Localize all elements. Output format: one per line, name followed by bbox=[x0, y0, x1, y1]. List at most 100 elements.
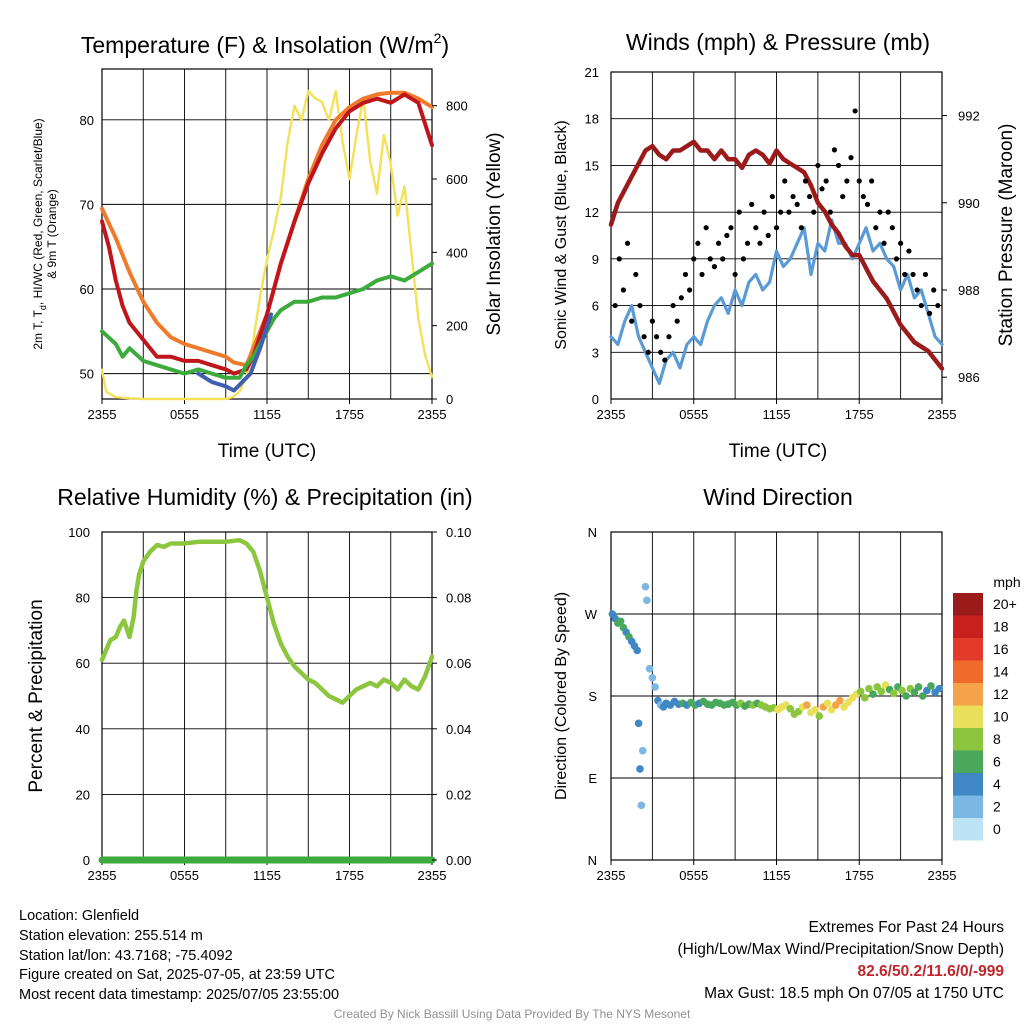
gust-point bbox=[711, 264, 718, 270]
direction-point bbox=[786, 704, 795, 713]
gust-point bbox=[674, 318, 680, 324]
legend-swatch bbox=[953, 705, 983, 728]
gust-point bbox=[695, 240, 701, 246]
elevation-text: Station elevation: 255.514 m bbox=[19, 927, 203, 944]
legend-label: 14 bbox=[993, 664, 1009, 680]
x-tick-label: 2355 bbox=[88, 868, 117, 883]
gust-point bbox=[641, 334, 647, 340]
y2-axis-label-text: Station Pressure (Maroon) bbox=[996, 124, 1017, 347]
y-tick-label: 0 bbox=[592, 392, 599, 407]
direction-point bbox=[935, 684, 944, 693]
y-tick-label: 80 bbox=[76, 591, 90, 606]
x-tick-label: 2355 bbox=[88, 407, 117, 422]
y2-tick-label: 600 bbox=[446, 172, 468, 187]
gust-point bbox=[910, 271, 916, 278]
direction-point bbox=[869, 690, 877, 698]
direction-point bbox=[803, 701, 811, 709]
gust-point bbox=[633, 271, 639, 278]
gust-point bbox=[645, 349, 651, 355]
y-tick-label: 21 bbox=[585, 65, 599, 80]
y-tick-label: 50 bbox=[80, 367, 94, 382]
direction-point bbox=[910, 688, 919, 697]
direction-point bbox=[638, 746, 647, 755]
gust-point bbox=[831, 147, 838, 153]
direction-point bbox=[836, 696, 844, 705]
x-tick-label: 0555 bbox=[170, 407, 199, 422]
latlon-text: Station lat/lon: 43.7168; -75.4092 bbox=[19, 947, 233, 964]
x-tick-label: 1155 bbox=[253, 407, 281, 422]
direction-point bbox=[902, 692, 910, 700]
gust-point bbox=[616, 256, 622, 262]
legend-label: 18 bbox=[993, 619, 1009, 635]
y-axis-label: Direction (Colored By Speed) bbox=[553, 592, 570, 800]
y-tick-label: N bbox=[588, 525, 597, 540]
legend-label: 4 bbox=[993, 776, 1001, 792]
direction-point bbox=[641, 582, 650, 591]
gust-point bbox=[827, 209, 833, 215]
ylabel-sub: d bbox=[38, 305, 48, 310]
legend-swatch bbox=[953, 660, 983, 683]
gust-point bbox=[649, 318, 655, 324]
gust-point bbox=[662, 357, 668, 363]
x-tick-label: 2355 bbox=[597, 868, 626, 883]
station-info: Location: Glenfield Station elevation: 2… bbox=[19, 907, 339, 1006]
gust-point bbox=[893, 256, 900, 262]
gust-point bbox=[773, 225, 780, 231]
gust-point bbox=[898, 240, 904, 246]
title-main: Temperature (F) & Insolation (W/m bbox=[81, 32, 434, 58]
gust-point bbox=[835, 162, 842, 169]
y2-tick-label: 990 bbox=[958, 196, 980, 211]
gust-point bbox=[761, 209, 767, 215]
gust-point bbox=[914, 287, 920, 293]
gust-point bbox=[852, 108, 858, 114]
y-tick-label: 40 bbox=[76, 722, 90, 737]
y-tick-label: 100 bbox=[68, 525, 90, 540]
gust-point bbox=[889, 225, 895, 231]
legend-swatch bbox=[953, 615, 983, 638]
gust-point bbox=[864, 201, 871, 207]
gust-point bbox=[724, 232, 730, 239]
gust-point bbox=[653, 334, 660, 340]
direction-point bbox=[865, 684, 873, 693]
legend-swatch bbox=[953, 728, 983, 751]
panel-title-wind-direction: Wind Direction bbox=[703, 484, 853, 510]
direction-point bbox=[918, 692, 927, 700]
legend-title: mph bbox=[993, 574, 1020, 590]
direction-point bbox=[648, 673, 657, 682]
ylabel-part: , HI/WC (Red, Green, Scarlet/Blue) bbox=[31, 118, 45, 305]
gust-point bbox=[682, 271, 689, 278]
gust-point bbox=[666, 334, 672, 340]
legend-label: 16 bbox=[993, 641, 1009, 657]
gust-point bbox=[844, 178, 850, 184]
location-text: Location: Glenfield bbox=[19, 908, 140, 924]
y-axis-label: 2m T, Td, HI/WC (Red, Green, Scarlet/Blu… bbox=[31, 118, 59, 349]
y-axis-label-text: Direction (Colored By Speed) bbox=[553, 592, 570, 800]
y-axis-label: Percent & Precipitation bbox=[26, 599, 47, 792]
created-text: Figure created on Sat, 2025-07-05, at 23… bbox=[19, 967, 335, 984]
y-axis-label-line2: & 9m T (Orange) bbox=[45, 189, 59, 279]
y2-tick-label: 0 bbox=[446, 392, 453, 407]
y-tick-label: 60 bbox=[80, 282, 94, 297]
x-tick-label: 2355 bbox=[928, 868, 957, 883]
gust-point bbox=[715, 240, 722, 246]
winds-panel: 2355 0555 1155 1755 235503691215182198698899… bbox=[553, 29, 1017, 462]
y-tick-label: N bbox=[588, 853, 597, 868]
gust-point bbox=[612, 302, 618, 309]
gust-point bbox=[918, 302, 924, 309]
y2-tick-label: 986 bbox=[958, 370, 980, 385]
y-tick-label: 3 bbox=[592, 345, 599, 360]
panel-title-humidity: Relative Humidity (%) & Precipitation (i… bbox=[57, 484, 472, 510]
y2-tick-label: 800 bbox=[446, 99, 468, 114]
gust-point bbox=[637, 302, 643, 309]
gust-point bbox=[629, 318, 635, 324]
x-tick-label: 0555 bbox=[170, 868, 199, 883]
gust-point bbox=[670, 302, 676, 309]
y2-tick-label: 200 bbox=[446, 319, 468, 334]
direction-point bbox=[815, 712, 824, 720]
gust-point bbox=[687, 287, 693, 293]
gust-point bbox=[848, 155, 854, 161]
gust-point bbox=[624, 240, 631, 246]
gust-point bbox=[790, 193, 796, 200]
direction-point bbox=[636, 765, 644, 773]
